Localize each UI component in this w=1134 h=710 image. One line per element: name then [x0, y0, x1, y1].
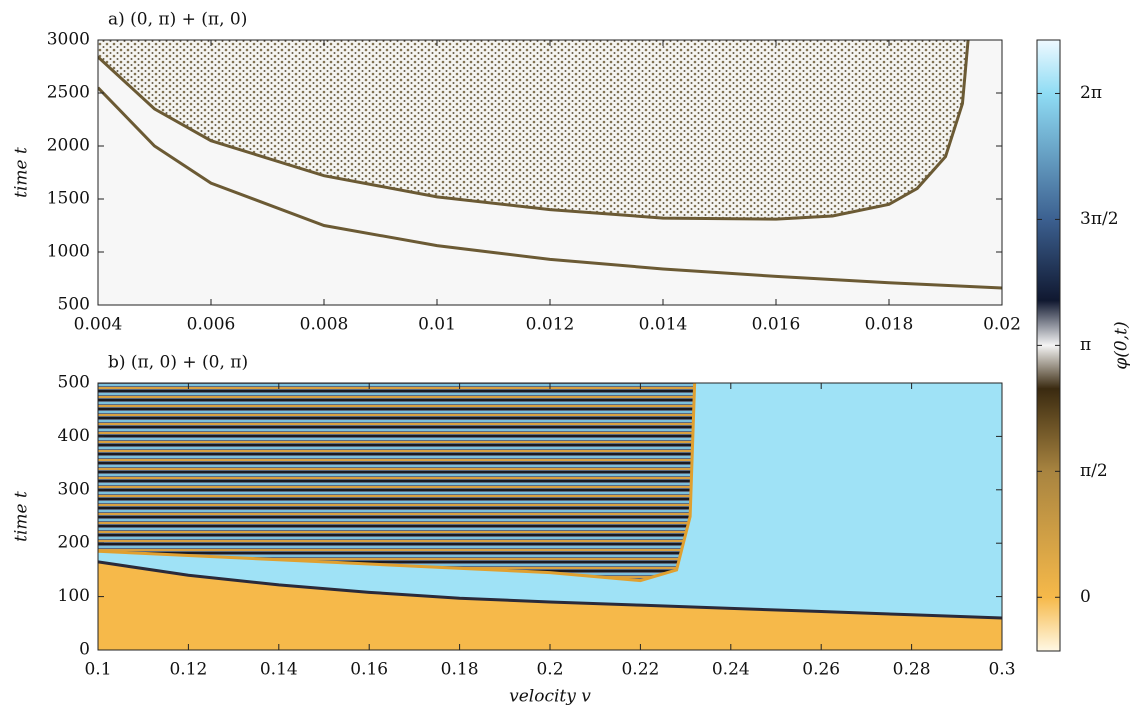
colorbar-tick-label: π [1080, 335, 1091, 355]
curve [98, 560, 1002, 620]
x-tick-label: 0.004 [74, 315, 123, 335]
panel-title: a) (0, π) + (π, 0) [108, 10, 247, 30]
y-tick-label: 3000 [47, 30, 90, 50]
y-tick-label: 1500 [47, 189, 90, 209]
oscillating-region [98, 383, 695, 581]
x-tick-label: 0.3 [988, 660, 1015, 680]
y-tick-label: 1000 [47, 242, 90, 262]
colorbar-tick-label: 2π [1080, 83, 1102, 103]
y-tick-label: 100 [58, 586, 90, 606]
x-tick-label: 0.02 [983, 315, 1021, 335]
x-tick-label: 0.006 [187, 315, 236, 335]
x-tick-label: 0.012 [526, 315, 575, 335]
colorbar-tick-label: 0 [1080, 587, 1091, 607]
x-tick-label: 0.008 [300, 315, 349, 335]
plot-area [98, 383, 1002, 650]
x-tick-label: 0.18 [441, 660, 479, 680]
panel-title: b) (π, 0) + (0, π) [108, 353, 248, 373]
colorbar-tick-label: 3π/2 [1080, 209, 1119, 229]
x-tick-label: 0.018 [865, 315, 914, 335]
y-tick-label: 500 [58, 373, 90, 393]
x-tick-label: 0.14 [260, 660, 298, 680]
y-tick-label: 200 [58, 533, 90, 553]
colorbar-label: φ(0,t) [1112, 321, 1132, 369]
y-tick-label: 300 [58, 479, 90, 499]
curve [98, 40, 970, 221]
x-tick-label: 0.16 [350, 660, 388, 680]
y-tick-label: 2000 [47, 136, 90, 156]
x-tick-label: 0.016 [752, 315, 801, 335]
y-axis-label: time t [12, 491, 32, 542]
y-tick-label: 500 [58, 295, 90, 315]
lower-region [98, 561, 1002, 650]
x-tick-label: 0.24 [712, 660, 750, 680]
x-tick-label: 0.1 [84, 660, 111, 680]
plot-area [98, 40, 1002, 305]
x-tick-label: 0.28 [893, 660, 931, 680]
x-tick-label: 0.26 [802, 660, 840, 680]
x-axis-label: velocity v [509, 687, 591, 707]
y-tick-label: 0 [79, 640, 90, 660]
x-tick-label: 0.2 [536, 660, 563, 680]
y-axis-label: time t [12, 147, 32, 198]
x-tick-label: 0.014 [639, 315, 688, 335]
y-tick-label: 400 [58, 426, 90, 446]
x-tick-label: 0.12 [169, 660, 207, 680]
colorbar-tick-label: π/2 [1080, 461, 1108, 481]
x-tick-label: 0.22 [621, 660, 659, 680]
chaotic-region [98, 40, 969, 220]
curve [98, 86, 1002, 290]
x-tick-label: 0.01 [418, 315, 456, 335]
curve [98, 383, 697, 583]
y-tick-label: 2500 [47, 83, 90, 103]
